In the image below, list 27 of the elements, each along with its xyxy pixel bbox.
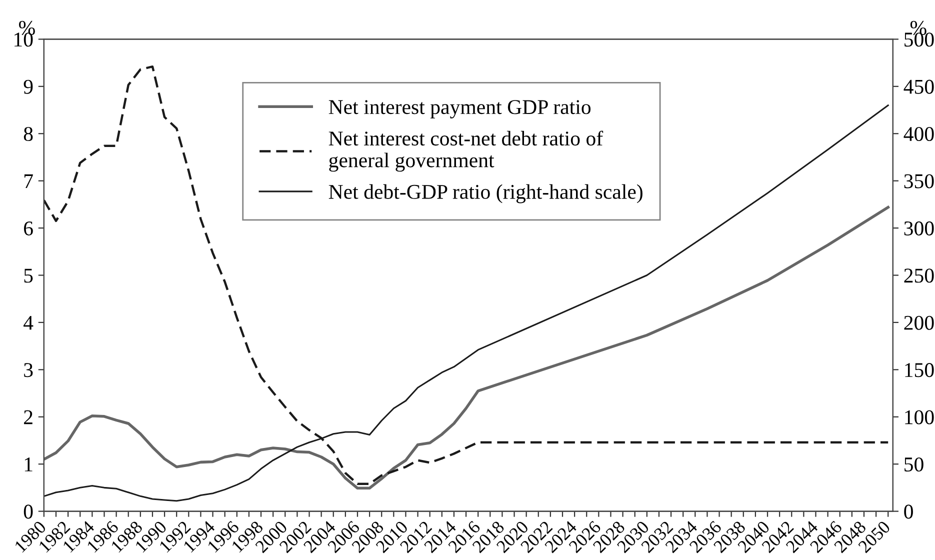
y2-tick-label: 450: [904, 80, 934, 94]
y-tick-label: 10: [14, 32, 33, 47]
y2-tick-label: 500: [904, 32, 934, 47]
y-tick-label: 6: [24, 221, 33, 236]
y2-tick-label: 400: [904, 126, 934, 142]
y2-tick-label: 150: [905, 363, 934, 378]
y-tick-label: 9: [24, 80, 33, 94]
legend-label: Net debt-GDP ratio (right-hand scale): [328, 184, 642, 204]
y2-tick-label: 300: [904, 221, 934, 236]
y-tick-label: 4: [24, 316, 34, 330]
y2-tick-label: 200: [904, 316, 934, 330]
y-axis-title: %: [19, 20, 35, 36]
legend-label: Net interest cost-net debt ratio of general government: [328, 130, 604, 172]
legend-label: Net interest payment GDP ratio: [328, 100, 591, 118]
y-tick-label: 0: [24, 504, 33, 519]
y-tick-label: 7: [24, 174, 33, 188]
y2-tick-label: 100: [905, 410, 934, 424]
y-tick-label: 5: [24, 268, 33, 283]
line-series: [44, 206, 890, 490]
y2-tick-label: 350: [904, 174, 934, 188]
y2-tick-label: 0: [904, 504, 913, 519]
y-tick-label: 1: [24, 458, 32, 472]
y2-tick-label: 250: [904, 268, 934, 283]
y-tick-label: 2: [24, 410, 32, 424]
y-tick-label: 3: [24, 363, 33, 378]
y-tick-label: 8: [24, 126, 33, 142]
y2-tick-label: 50: [904, 457, 924, 472]
